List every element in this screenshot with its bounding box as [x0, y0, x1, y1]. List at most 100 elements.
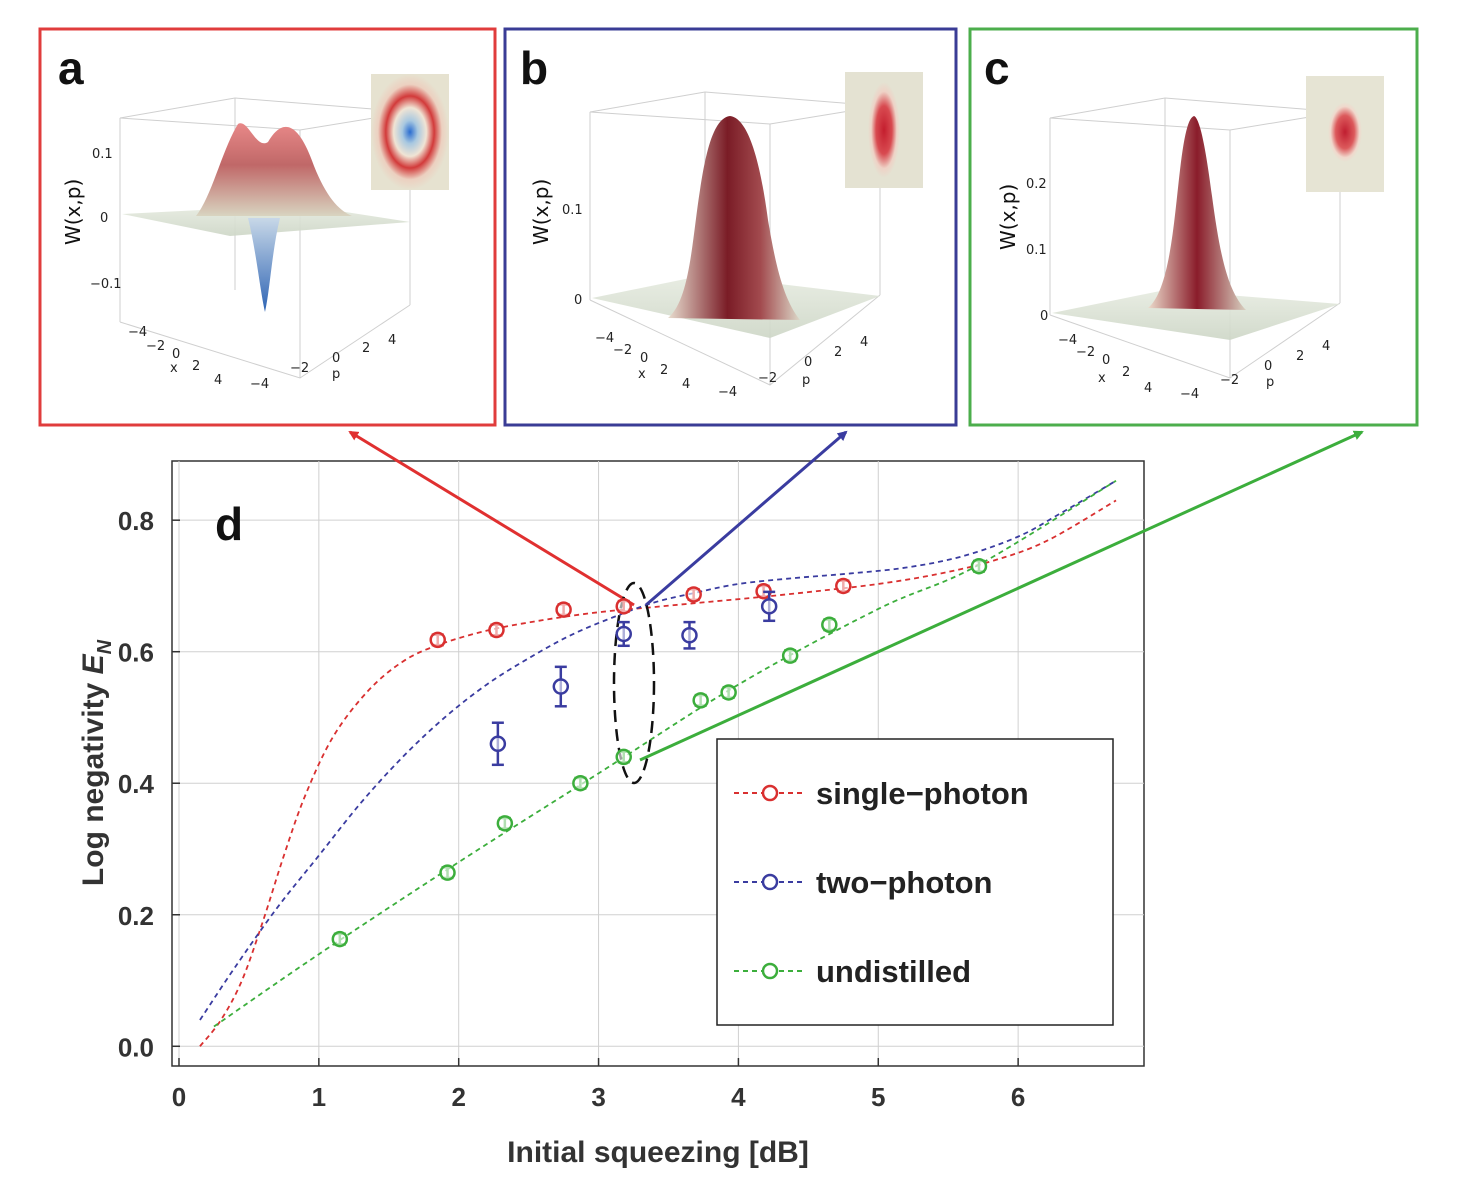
data-point-two-photon — [760, 598, 778, 615]
panel-b-inset-blob — [868, 82, 900, 178]
data-point-undistilled — [331, 930, 349, 948]
panel-c-z-tick: 0.1 — [1026, 243, 1047, 258]
panel-c-x-tick: −2 — [1076, 345, 1095, 360]
legend-marker-single-photon — [761, 784, 779, 802]
panel-b-x-tick: 2 — [660, 363, 668, 378]
panel-c-floor — [1052, 290, 1340, 340]
panel-b-p-label: p — [802, 373, 810, 388]
highlight-ellipse — [612, 581, 656, 785]
panel-b-p-tick: −4 — [718, 385, 737, 400]
panel-c-p-tick: 0 — [1264, 359, 1272, 374]
panel-a-p-tick: 0 — [332, 351, 340, 366]
fit-curves — [199, 479, 1117, 1047]
panel-a-x-tick: −4 — [128, 325, 147, 340]
fit-curve-single-photon — [199, 499, 1117, 1047]
panel-a-p-tick: −4 — [250, 377, 269, 392]
legend-marker-undistilled — [761, 962, 779, 980]
data-point-undistilled — [781, 647, 799, 664]
panel-c-x-tick: 4 — [1144, 381, 1152, 396]
panel-a-z-tick: 0.1 — [92, 147, 113, 162]
panel-b-p-tick: 4 — [860, 335, 868, 350]
fit-curve-two-photon — [199, 479, 1117, 1021]
data-point-single-photon — [615, 598, 632, 615]
panel-a-z-label: W(x,p) — [61, 179, 85, 245]
y-axis-label-symbol: E — [77, 653, 110, 674]
data-point-undistilled — [821, 616, 838, 633]
x-tick-label: 1 — [312, 1082, 326, 1112]
data-point-undistilled — [720, 684, 737, 701]
x-tick-label: 6 — [1011, 1082, 1025, 1112]
arrow-to-panel-b — [645, 430, 848, 607]
y-tick-label: 0.2 — [118, 901, 154, 931]
panel-b-x-tick: 0 — [640, 351, 648, 366]
legend: single−photon two−photon undistilled — [716, 738, 1114, 1026]
data-point-undistilled — [970, 557, 988, 575]
panel-c-z-label: W(x,p) — [996, 184, 1020, 250]
y-axis-label-subscript: N — [94, 639, 116, 654]
panel-b-x-tick: 4 — [682, 377, 690, 392]
data-point-two-photon — [681, 627, 698, 644]
panel-a-z-tick: 0 — [100, 211, 108, 226]
panel-b-p-tick: 0 — [804, 355, 812, 370]
x-axis-label: Initial squeezing [dB] — [507, 1136, 809, 1169]
panel-c-p-tick: −4 — [1180, 387, 1199, 402]
panel-c-p-tick: 2 — [1296, 349, 1304, 364]
panel-c-z-tick: 0.2 — [1026, 177, 1047, 192]
panel-b-p-tick: 2 — [834, 345, 842, 360]
y-axis-label-prefix: Log negativity — [77, 674, 110, 886]
panel-c-p-tick: 4 — [1322, 339, 1330, 354]
y-tick-label: 0.8 — [118, 506, 154, 536]
data-point-single-photon — [685, 586, 702, 603]
legend-label-single-photon: single−photon — [816, 776, 1029, 811]
panel-b-z-tick: 0 — [574, 293, 582, 308]
chart-d: 0 1 2 3 4 5 6 0.0 0.2 0.4 0.6 0.8 d Initial squeezi… — [77, 430, 1364, 1169]
panel-a-inset — [371, 74, 449, 190]
panel-c-p-label: p — [1266, 375, 1274, 390]
panel-c-x-tick: −4 — [1058, 333, 1077, 348]
panel-a-x-tick: 4 — [214, 373, 222, 388]
panel-d-letter: d — [215, 498, 243, 550]
y-tick-label: 0.0 — [118, 1032, 154, 1062]
x-tick-label: 2 — [451, 1082, 465, 1112]
data-point-two-photon — [552, 678, 570, 695]
panel-a-p-tick: −2 — [290, 361, 309, 376]
panel-b-x-tick: −4 — [595, 331, 614, 346]
x-tick-label: 4 — [731, 1082, 746, 1112]
panel-a-p-tick: 4 — [388, 333, 396, 348]
panel-b-surface — [668, 116, 800, 320]
data-points — [331, 557, 988, 948]
y-tick-label: 0.4 — [118, 769, 155, 799]
arrow-to-panel-a — [348, 430, 635, 607]
panel-a-x-tick: 0 — [172, 347, 180, 362]
arrow-to-panel-c — [639, 430, 1364, 762]
legend-label-undistilled: undistilled — [816, 954, 971, 989]
panel-b-x-label: x — [638, 367, 646, 382]
panel-a-negative-dip — [248, 218, 280, 312]
data-point-single-photon — [429, 631, 446, 649]
panel-a-x-tick: −2 — [146, 339, 165, 354]
panel-a-z-tick: −0.1 — [90, 277, 122, 292]
legend-marker-two-photon — [761, 873, 779, 891]
panel-c-x-label: x — [1098, 371, 1106, 386]
x-tick-label: 0 — [172, 1082, 186, 1112]
panel-b: b W(x,p) 0.1 0 −4 −2 0 2 4 x −4 −2 0 2 4… — [503, 27, 958, 427]
legend-label-two-photon: two−photon — [816, 865, 992, 900]
y-axis-label: Log negativity EN — [77, 639, 116, 886]
panel-b-z-tick: 0.1 — [562, 203, 583, 218]
data-point-single-photon — [488, 621, 505, 639]
data-point-single-photon — [835, 577, 852, 595]
panel-a-letter: a — [58, 42, 84, 94]
data-point-undistilled — [496, 815, 514, 832]
panel-b-z-label: W(x,p) — [529, 179, 553, 245]
panel-a-p-label: p — [332, 367, 340, 382]
panel-c: c W(x,p) 0.2 0.1 0 −4 −2 0 2 4 x −4 −2 0… — [968, 27, 1419, 427]
data-point-undistilled — [572, 774, 589, 792]
panel-a-surface — [196, 123, 352, 216]
panel-c-letter: c — [984, 42, 1010, 94]
panel-a-p-tick: 2 — [362, 341, 370, 356]
panel-c-surface — [1148, 116, 1246, 310]
panel-b-p-tick: −2 — [758, 371, 777, 386]
ticks: 0 1 2 3 4 5 6 0.0 0.2 0.4 0.6 0.8 — [118, 506, 1026, 1112]
panel-a-x-tick: 2 — [192, 359, 200, 374]
y-tick-label: 0.6 — [118, 638, 154, 668]
